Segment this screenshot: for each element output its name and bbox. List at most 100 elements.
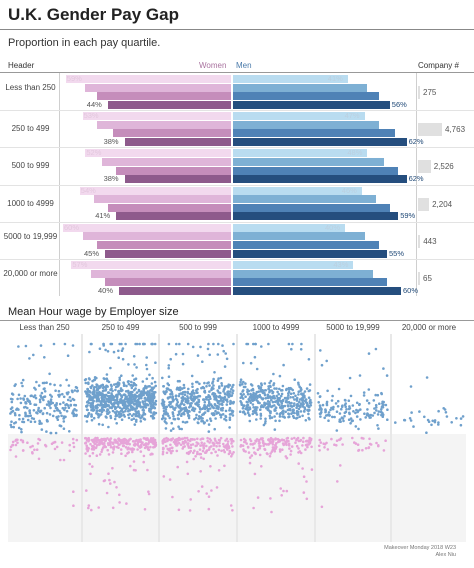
- women-wage-dot: [11, 443, 14, 447]
- women-wage-dot: [198, 452, 201, 456]
- men-wage-dot: [259, 414, 263, 417]
- men-wage-dot: [238, 410, 242, 413]
- women-wage-dot: [84, 452, 87, 455]
- men-wage-dot: [228, 413, 232, 416]
- men-wage-dot: [180, 407, 184, 410]
- men-wage-dot: [249, 401, 252, 404]
- women-wage-dot: [330, 437, 333, 441]
- men-wage-dot: [264, 417, 267, 421]
- men-wage-dot: [335, 410, 339, 413]
- women-wage-dot: [252, 506, 255, 510]
- men-wage-dot: [33, 420, 37, 424]
- men-wage-dot: [137, 415, 141, 418]
- women-wage-dot: [306, 445, 309, 449]
- men-wage-dot: [291, 396, 295, 399]
- women-wage-dot: [250, 454, 254, 457]
- women-wage-dot: [199, 470, 202, 473]
- chart-subtitle: Proportion in each pay quartile.: [8, 37, 161, 49]
- men-wage-dot: [284, 410, 288, 414]
- men-wage-dot: [179, 392, 183, 395]
- men-wage-dot: [154, 361, 157, 364]
- women-wage-dot: [223, 450, 226, 454]
- men-wage-dot: [18, 413, 21, 417]
- women-bar: [65, 75, 231, 83]
- men-wage-dot: [351, 404, 355, 407]
- men-wage-dot: [223, 365, 227, 368]
- women-wage-dot: [37, 457, 41, 461]
- men-wage-dot: [141, 401, 145, 404]
- men-wage-dot: [181, 387, 184, 390]
- men-wage-dot: [301, 394, 305, 397]
- women-wage-dot: [89, 472, 92, 476]
- women-wage-dot: [102, 445, 106, 449]
- men-wage-dot: [74, 413, 77, 417]
- men-wage-dot: [54, 431, 58, 435]
- men-wage-dot: [412, 425, 415, 428]
- men-wage-dot: [292, 392, 296, 395]
- men-wage-dot: [355, 401, 359, 405]
- men-wage-dot: [218, 385, 221, 388]
- men-wage-dot: [271, 395, 275, 399]
- men-wage-dot: [114, 413, 118, 416]
- men-wage-dot: [254, 407, 258, 410]
- women-wage-dot: [310, 468, 314, 471]
- men-wage-dot: [305, 387, 309, 390]
- men-wage-dot: [132, 381, 136, 385]
- men-wage-dot: [167, 375, 171, 378]
- men-wage-dot: [342, 419, 345, 423]
- men-wage-dot: [171, 412, 175, 416]
- women-wage-dot: [53, 447, 57, 451]
- women-wage-dot: [88, 462, 91, 466]
- men-wage-dot: [187, 416, 191, 420]
- women-wage-dot: [9, 448, 12, 452]
- men-wage-dot: [231, 391, 234, 395]
- men-wage-dot: [372, 399, 376, 402]
- men-bar: [233, 112, 365, 121]
- men-wage-dot: [198, 406, 201, 409]
- men-wage-dot: [343, 414, 346, 418]
- men-wage-dot: [307, 396, 311, 399]
- women-wage-dot: [338, 438, 342, 442]
- women-wage-dot: [208, 441, 211, 444]
- women-wage-dot: [109, 482, 112, 485]
- men-wage-dot: [95, 409, 99, 412]
- men-wage-dot: [123, 415, 126, 418]
- men-wage-dot: [88, 390, 92, 393]
- women-wage-dot: [122, 438, 125, 441]
- men-wage-dot: [96, 403, 100, 407]
- men-wage-dot: [178, 342, 181, 346]
- men-wage-dot: [120, 418, 124, 421]
- men-wage-dot: [340, 405, 344, 408]
- men-wage-dot: [43, 395, 47, 398]
- men-wage-dot: [66, 404, 70, 407]
- men-wage-dot: [113, 405, 117, 409]
- men-wage-dot: [336, 399, 340, 403]
- women-wage-dot: [126, 447, 129, 451]
- men-wage-dot: [24, 402, 28, 405]
- men-wage-dot: [58, 402, 62, 406]
- men-wage-dot: [100, 399, 104, 403]
- men-wage-dot: [182, 412, 186, 416]
- men-wage-dot: [251, 387, 255, 391]
- men-wage-dot: [260, 397, 264, 400]
- men-wage-dot: [127, 416, 131, 420]
- men-wage-dot: [376, 424, 379, 427]
- men-wage-dot: [301, 396, 305, 400]
- men-wage-dot: [136, 403, 139, 407]
- women-wage-dot: [301, 440, 305, 443]
- men-wage-dot: [307, 358, 311, 361]
- men-wage-dot: [180, 401, 183, 404]
- women-wage-dot: [111, 451, 115, 454]
- women-wage-dot: [186, 443, 189, 446]
- men-wage-dot: [9, 412, 12, 415]
- men-wage-dot: [308, 417, 311, 421]
- men-wage-dot: [49, 400, 53, 403]
- women-wage-dot: [286, 436, 290, 440]
- women-wage-dot: [115, 486, 118, 489]
- men-wage-dot: [171, 395, 174, 398]
- men-wage-dot: [354, 411, 357, 415]
- men-wage-dot: [137, 389, 141, 393]
- men-wage-dot: [118, 378, 121, 382]
- men-wage-dot: [97, 416, 100, 419]
- men-wage-dot: [24, 411, 27, 415]
